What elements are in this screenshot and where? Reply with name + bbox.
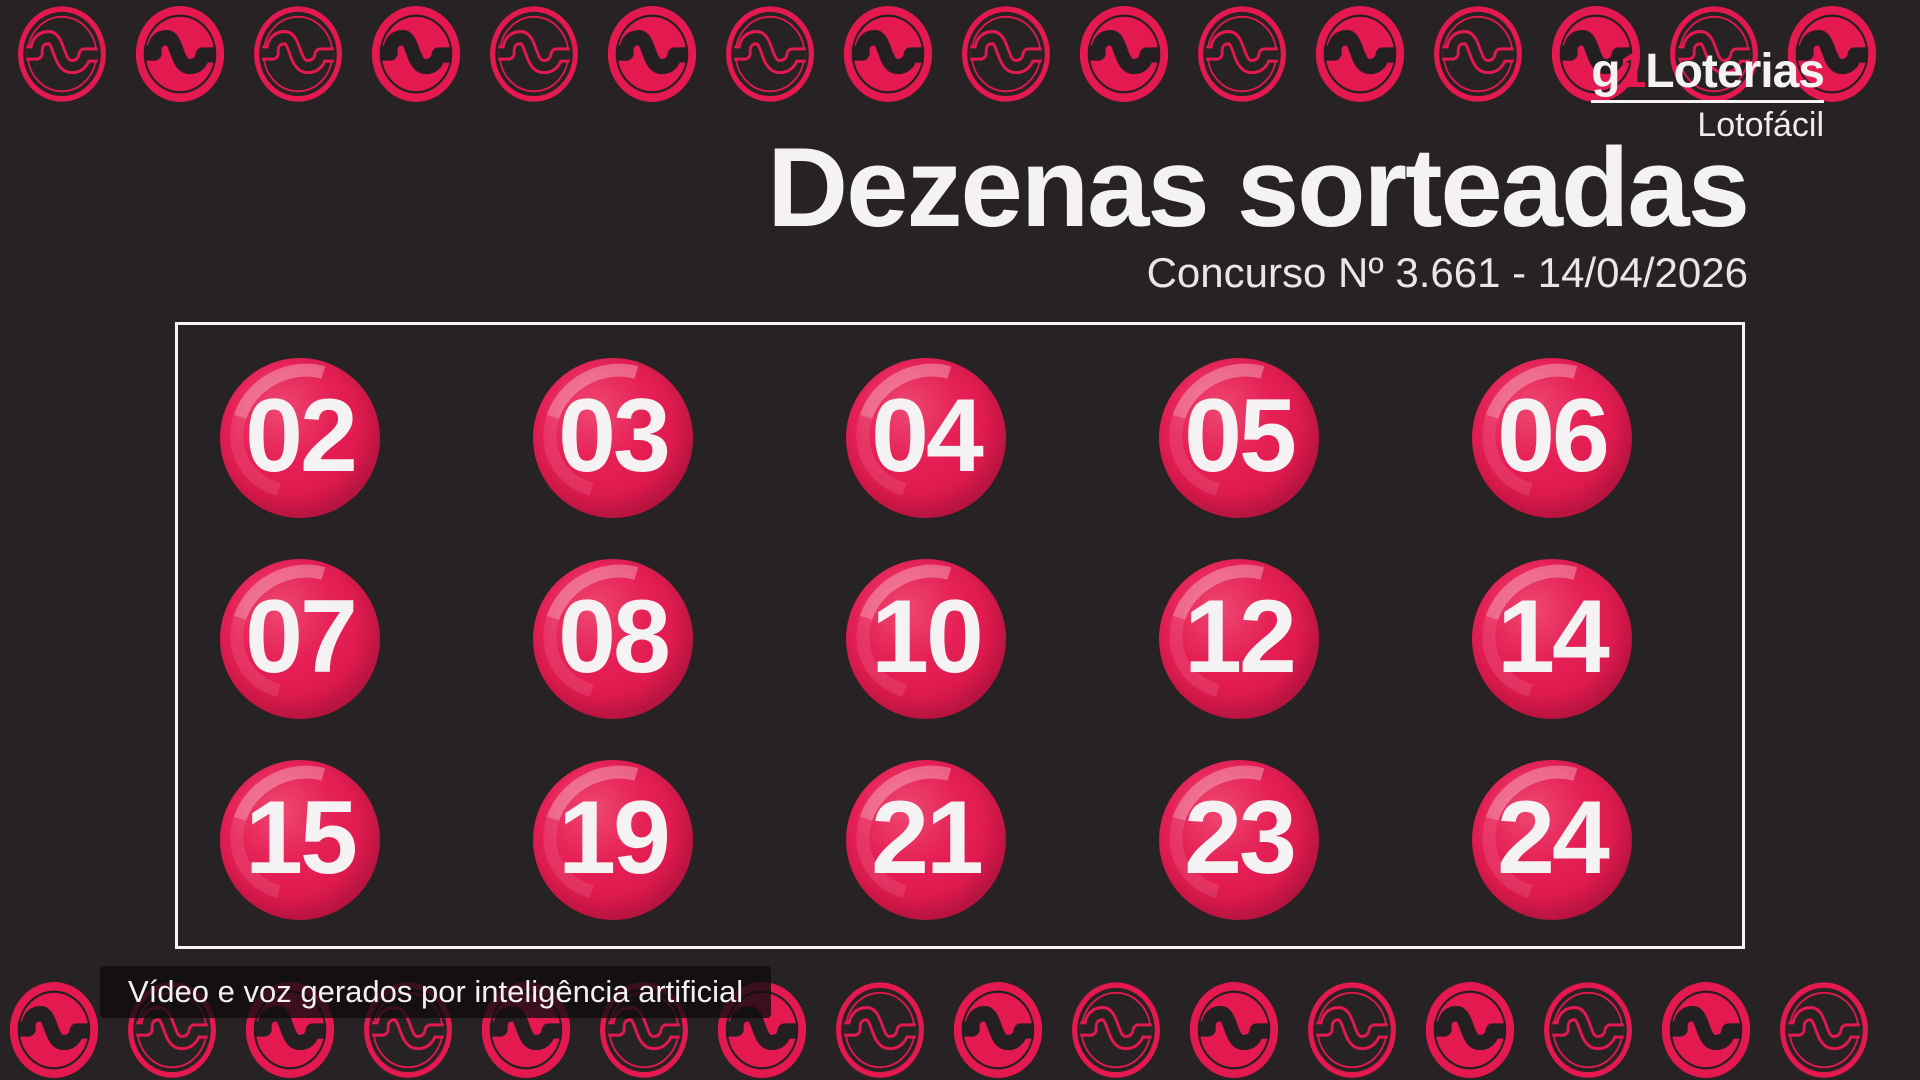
money-coin-icon: [133, 3, 227, 105]
ball-number: 12: [1184, 579, 1297, 695]
money-coin-icon: [1423, 979, 1517, 1080]
money-coin-icon: [1667, 3, 1761, 105]
ball-number: 24: [1497, 780, 1610, 896]
money-coin-icon: [959, 3, 1053, 105]
money-coin-icon: [1549, 3, 1643, 105]
ball-number: 15: [245, 780, 358, 896]
ball-number: 02: [245, 378, 358, 494]
money-coin-icon: [251, 3, 345, 105]
lottery-ball: 15: [220, 760, 380, 920]
money-coin-icon: [15, 3, 109, 105]
money-coin-icon: [1659, 979, 1753, 1080]
lottery-ball: 19: [533, 760, 693, 920]
lottery-ball: 07: [220, 559, 380, 719]
brand-underline: [1591, 100, 1824, 103]
ai-disclaimer-text: Vídeo e voz gerados por inteligência art…: [128, 974, 744, 1009]
lottery-ball: 04: [846, 358, 1006, 518]
lottery-ball: 03: [533, 358, 693, 518]
ball-number: 23: [1184, 780, 1297, 896]
ball-number: 07: [245, 579, 358, 695]
ai-disclaimer: Vídeo e voz gerados por inteligência art…: [100, 966, 772, 1018]
lottery-ball: 05: [1159, 358, 1319, 518]
numbers-box: 02 03 04 05 06 07 08 10 12 14 15 19 21 23 24: [175, 322, 1745, 949]
money-coin-icon: [1541, 979, 1635, 1080]
money-coin-icon: [1069, 979, 1163, 1080]
money-coin-icon: [1195, 3, 1289, 105]
money-coin-icon: [951, 979, 1045, 1080]
page-title: Dezenas sorteadas: [767, 125, 1750, 250]
ball-number: 03: [558, 378, 671, 494]
brand-g: g: [1591, 45, 1620, 98]
ball-number: 04: [871, 378, 984, 494]
ball-number: 19: [558, 780, 671, 896]
brand-logo-text: g1Loterias: [1591, 45, 1825, 98]
contest-info: Concurso Nº 3.661 - 14/04/2026: [1146, 249, 1748, 296]
money-coin-icon: [125, 979, 219, 1080]
money-coin-icon: [1187, 979, 1281, 1080]
money-coin-icon: [1777, 979, 1871, 1080]
ball-number: 06: [1497, 378, 1610, 494]
lottery-ball: 10: [846, 559, 1006, 719]
ball-number: 14: [1497, 579, 1610, 695]
money-coin-icon: [487, 3, 581, 105]
money-coin-icon: [605, 3, 699, 105]
lottery-ball: 12: [1159, 559, 1319, 719]
lottery-ball: 21: [846, 760, 1006, 920]
money-coin-icon: [1077, 3, 1171, 105]
numbers-grid: 02 03 04 05 06 07 08 10 12 14 15 19 21 23 24: [178, 325, 1742, 920]
money-coin-icon: [1431, 3, 1525, 105]
ball-number: 21: [871, 780, 984, 896]
money-coin-icon: [841, 3, 935, 105]
money-coin-icon: [7, 979, 101, 1080]
lottery-ball: 08: [533, 559, 693, 719]
money-coin-icon: [597, 979, 691, 1080]
money-coin-icon: [369, 3, 463, 105]
lottery-ball: 23: [1159, 760, 1319, 920]
coin-border-top: [15, 3, 1879, 105]
money-coin-icon: [723, 3, 817, 105]
brand-logo: g1Loterias Lotofácil: [1591, 45, 1825, 144]
ball-number: 10: [871, 579, 984, 695]
brand-product-label: Lotofácil: [1697, 106, 1824, 144]
lottery-ball: 06: [1472, 358, 1632, 518]
brand-one: 1: [1619, 45, 1647, 98]
lottery-ball: 24: [1472, 760, 1632, 920]
ball-number: 05: [1184, 378, 1297, 494]
lottery-ball: 02: [220, 358, 380, 518]
money-coin-icon: [1785, 3, 1879, 105]
money-coin-icon: [833, 979, 927, 1080]
ball-number: 08: [558, 579, 671, 695]
money-coin-icon: [1305, 979, 1399, 1080]
lottery-ball: 14: [1472, 559, 1632, 719]
brand-name: Loterias: [1645, 45, 1825, 98]
money-coin-icon: [1313, 3, 1407, 105]
